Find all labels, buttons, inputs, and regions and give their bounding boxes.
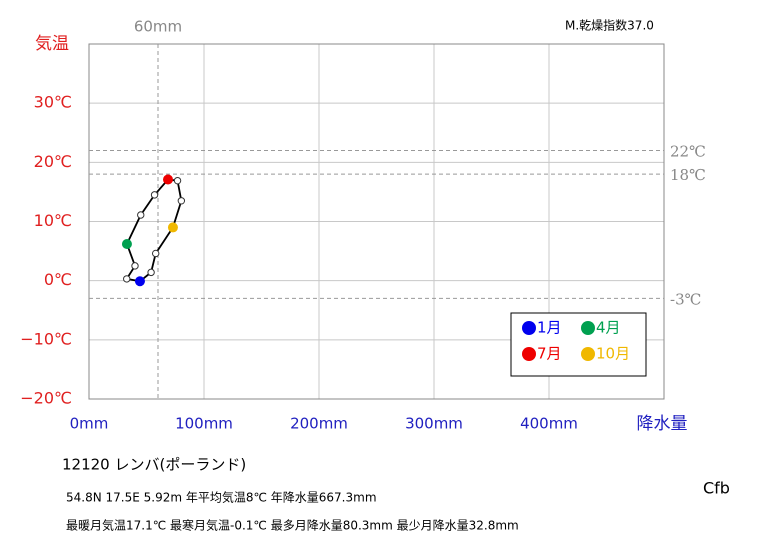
y-tick-label: 30℃ bbox=[34, 93, 72, 112]
legend-marker bbox=[581, 347, 595, 361]
y-axis-label: 気温 bbox=[35, 34, 69, 54]
plot-frame bbox=[88, 43, 665, 400]
month-point bbox=[147, 268, 155, 277]
y-tick-label: −20℃ bbox=[20, 389, 72, 408]
legend-marker bbox=[522, 321, 536, 335]
station-name: 12120 レンバ(ポーランド) bbox=[62, 456, 246, 474]
y-tick-label: 10℃ bbox=[34, 211, 72, 230]
x-axis-label: 降水量 bbox=[637, 414, 688, 434]
y-tick-label: 0℃ bbox=[44, 270, 72, 289]
info-line: 54.8N 17.5E 5.92m 年平均気温8℃ 年降水量667.3mm bbox=[66, 490, 377, 505]
legend-label: 10月 bbox=[596, 345, 630, 363]
month-point bbox=[131, 262, 139, 270]
dryness-index: M.乾燥指数37.0 bbox=[565, 18, 654, 33]
month-point bbox=[137, 211, 145, 219]
x-tick-label: 400mm bbox=[520, 415, 578, 433]
month-point bbox=[123, 275, 131, 283]
reference-label: -3℃ bbox=[670, 290, 701, 308]
info-line: 最暖月気温17.1℃ 最寒月気温-0.1℃ 最多月降水量80.3mm 最少月降水… bbox=[66, 518, 519, 533]
month-point bbox=[152, 249, 160, 258]
x-tick-label: 200mm bbox=[290, 415, 348, 433]
legend-marker bbox=[581, 321, 595, 335]
month-point-highlight bbox=[134, 276, 145, 287]
month-point-highlight bbox=[163, 174, 174, 185]
climate-code: Cfb bbox=[703, 479, 730, 498]
reference-label: 22℃ bbox=[670, 143, 706, 161]
y-tick-label: 20℃ bbox=[34, 152, 72, 171]
legend-label: 7月 bbox=[537, 345, 562, 363]
legend-marker bbox=[522, 347, 536, 361]
legend-label: 1月 bbox=[537, 319, 562, 337]
month-point-highlight bbox=[121, 238, 132, 249]
x-tick-label: 100mm bbox=[175, 415, 233, 433]
reference-label: 18℃ bbox=[670, 166, 706, 184]
month-point-highlight bbox=[167, 222, 178, 233]
legend-label: 4月 bbox=[596, 319, 621, 337]
month-point bbox=[150, 191, 159, 199]
month-point bbox=[177, 197, 186, 205]
reference-label: 60mm bbox=[134, 18, 182, 36]
x-tick-label: 0mm bbox=[70, 415, 109, 433]
x-tick-label: 300mm bbox=[405, 415, 463, 433]
month-point bbox=[173, 176, 182, 185]
y-tick-label: −10℃ bbox=[20, 329, 72, 348]
